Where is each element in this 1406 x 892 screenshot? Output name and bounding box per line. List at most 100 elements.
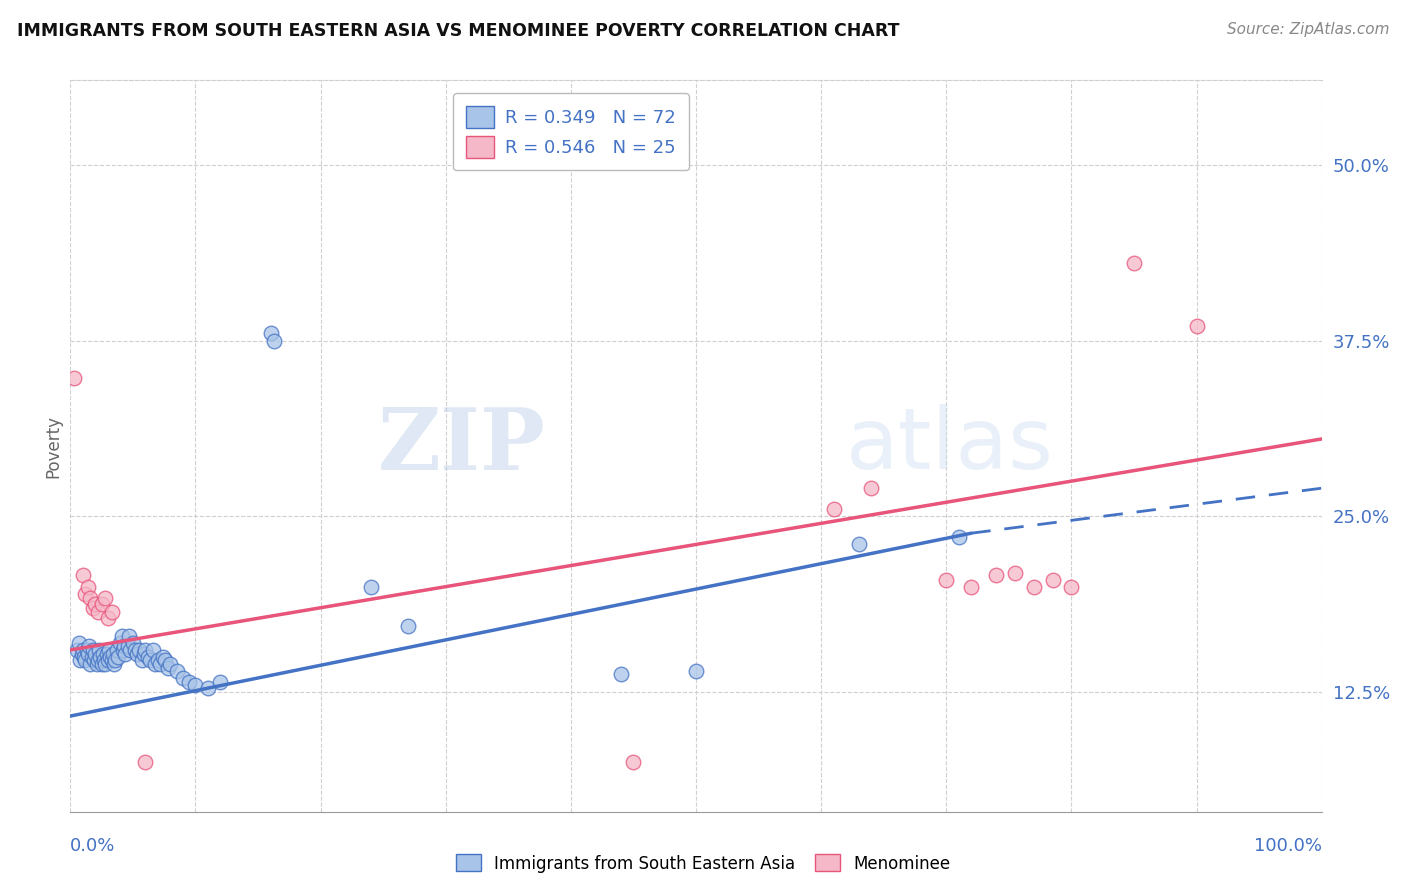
Point [86, 657, 108, 671]
Point [396, 619, 419, 633]
Point [63, 371, 86, 385]
Point [179, 675, 201, 690]
Point [101, 647, 124, 661]
Point [103, 657, 125, 671]
Point [155, 653, 177, 667]
Point [79, 657, 101, 671]
Point [149, 657, 172, 671]
Point [100, 653, 122, 667]
Point [73, 650, 96, 665]
Point [105, 643, 128, 657]
Point [263, 334, 285, 348]
Point [76, 647, 98, 661]
Point [110, 636, 132, 650]
Point [131, 653, 153, 667]
Point [1185, 319, 1208, 334]
Point [1042, 573, 1064, 587]
Point [94, 591, 117, 605]
Point [67, 636, 90, 650]
Point [172, 671, 194, 685]
Point [107, 650, 129, 665]
Point [120, 643, 142, 657]
Point [121, 636, 145, 650]
Point [80, 650, 103, 665]
Point [685, 664, 707, 678]
Point [117, 639, 139, 653]
Legend: Immigrants from South Eastern Asia, Menominee: Immigrants from South Eastern Asia, Meno… [449, 847, 957, 880]
Point [860, 481, 883, 495]
Point [79, 591, 101, 605]
Text: ZIP: ZIP [378, 404, 546, 488]
Point [110, 629, 132, 643]
Point [65, 643, 87, 657]
Point [100, 605, 122, 619]
Point [98, 650, 121, 665]
Point [76, 580, 98, 594]
Text: atlas: atlas [846, 404, 1054, 488]
Point [90, 657, 112, 671]
Point [823, 502, 845, 516]
Point [134, 756, 156, 770]
Point [72, 643, 94, 657]
Point [146, 653, 169, 667]
Point [152, 650, 174, 665]
Point [136, 650, 159, 665]
Point [94, 657, 117, 671]
Point [948, 530, 970, 544]
Point [1004, 566, 1026, 580]
Point [360, 580, 382, 594]
Point [124, 643, 146, 657]
Point [166, 664, 188, 678]
Point [91, 647, 114, 661]
Point [104, 653, 127, 667]
Point [125, 647, 148, 661]
Point [610, 666, 633, 681]
Point [156, 661, 179, 675]
Text: 100.0%: 100.0% [1254, 837, 1322, 855]
Point [159, 657, 181, 671]
Point [87, 643, 110, 657]
Point [111, 643, 134, 657]
Point [77, 639, 100, 653]
Point [97, 610, 120, 624]
Point [960, 580, 983, 594]
Point [142, 643, 165, 657]
Point [93, 653, 115, 667]
Point [83, 653, 105, 667]
Point [134, 647, 156, 661]
Point [89, 650, 111, 665]
Point [75, 653, 97, 667]
Point [935, 573, 957, 587]
Point [87, 605, 110, 619]
Point [259, 326, 281, 341]
Point [97, 653, 120, 667]
Point [114, 647, 136, 661]
Point [1022, 580, 1045, 594]
Point [128, 643, 150, 657]
Point [70, 647, 93, 661]
Point [139, 653, 162, 667]
Point [84, 647, 107, 661]
Point [986, 568, 1008, 582]
Text: Source: ZipAtlas.com: Source: ZipAtlas.com [1226, 22, 1389, 37]
Point [209, 675, 232, 690]
Point [197, 681, 219, 695]
Legend: R = 0.349   N = 72, R = 0.546   N = 25: R = 0.349 N = 72, R = 0.546 N = 25 [453, 93, 689, 170]
Point [69, 653, 91, 667]
Point [76, 643, 98, 657]
Point [134, 643, 156, 657]
Point [145, 657, 167, 671]
Point [1060, 580, 1083, 594]
Point [112, 639, 135, 653]
Point [621, 756, 644, 770]
Text: IMMIGRANTS FROM SOUTH EASTERN ASIA VS MENOMINEE POVERTY CORRELATION CHART: IMMIGRANTS FROM SOUTH EASTERN ASIA VS ME… [17, 22, 900, 40]
Point [1122, 256, 1144, 270]
Point [98, 643, 121, 657]
Y-axis label: Poverty: Poverty [44, 415, 62, 477]
Point [84, 597, 107, 611]
Point [184, 678, 207, 692]
Point [87, 653, 110, 667]
Point [96, 647, 118, 661]
Point [848, 537, 870, 551]
Point [90, 597, 112, 611]
